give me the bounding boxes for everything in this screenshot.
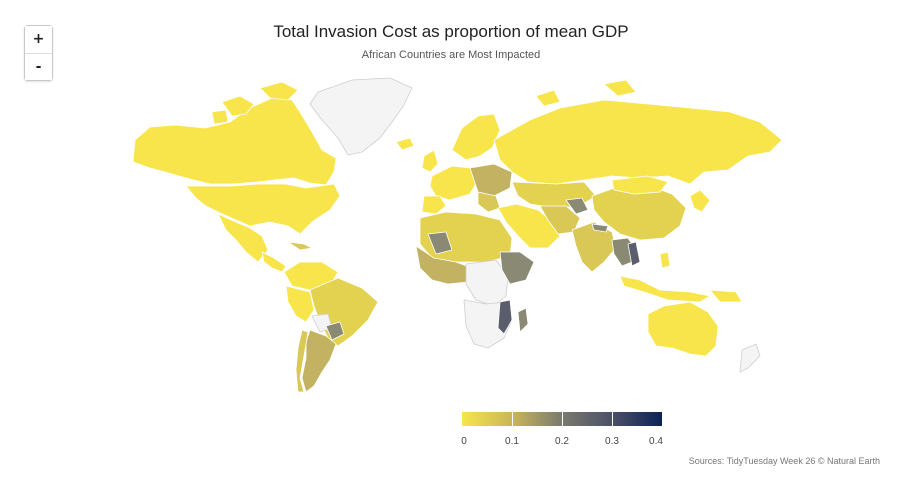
region-australia[interactable] [647,301,719,357]
legend-tick-mark [612,412,613,426]
region-central-america[interactable] [261,251,287,273]
region-new-zealand[interactable] [739,343,761,373]
region-greenland[interactable] [309,77,413,156]
region-peru[interactable] [285,285,315,323]
legend-tick-mark [512,412,513,426]
region-mozambique[interactable] [497,299,513,335]
region-middle-east[interactable] [497,203,561,249]
region-canada[interactable] [132,97,337,186]
region-korea-japan[interactable] [689,189,711,213]
region-central-africa[interactable] [465,259,509,307]
region-uk[interactable] [421,149,439,173]
region-chile[interactable] [295,329,309,393]
source-attribution: Sources: TidyTuesday Week 26 © Natural E… [688,456,880,466]
region-usa[interactable] [185,183,341,235]
region-colombia-venezuela[interactable] [283,261,339,291]
region-nepal[interactable] [591,223,609,233]
region-argentina[interactable] [301,329,337,393]
region-eastern-europe[interactable] [469,163,513,197]
region-russia-islands-2[interactable] [535,89,561,107]
zoom-in-button[interactable]: + [25,26,52,53]
region-russia-islands[interactable] [603,79,637,97]
legend-tick-mark [562,412,563,426]
region-arctic-islands-3[interactable] [211,109,229,125]
region-philippines[interactable] [659,251,671,269]
map-subtitle: African Countries are Most Impacted [361,49,541,61]
zoom-control: + - [24,25,53,81]
region-sahel[interactable] [427,231,453,255]
region-russia[interactable] [493,99,783,185]
region-afghanistan[interactable] [565,197,589,215]
legend-label-3: 0.3 [605,436,619,447]
region-balkans[interactable] [477,191,501,213]
color-legend: 0 0.1 0.2 0.3 0.4 [460,412,664,452]
region-arctic-islands[interactable] [221,95,255,117]
region-vietnam[interactable] [627,241,641,267]
region-caribbean[interactable] [287,241,313,251]
region-iceland[interactable] [395,137,415,151]
legend-label-2: 0.2 [555,436,569,447]
legend-label-4: 0.4 [649,436,663,447]
zoom-out-button[interactable]: - [25,53,52,80]
region-scandinavia[interactable] [451,113,501,161]
legend-label-0: 0 [461,436,467,447]
region-arctic-islands-2[interactable] [259,81,299,101]
region-new-guinea[interactable] [709,289,743,303]
region-east-africa[interactable] [499,251,535,285]
region-western-europe[interactable] [429,165,479,201]
region-malaysia-indonesia[interactable] [619,275,711,303]
region-paraguay[interactable] [325,321,345,341]
region-mongolia[interactable] [611,175,669,195]
region-iberia[interactable] [421,195,447,215]
map-title: Total Invasion Cost as proportion of mea… [273,22,629,41]
legend-label-1: 0.1 [505,436,519,447]
region-madagascar[interactable] [517,307,529,333]
